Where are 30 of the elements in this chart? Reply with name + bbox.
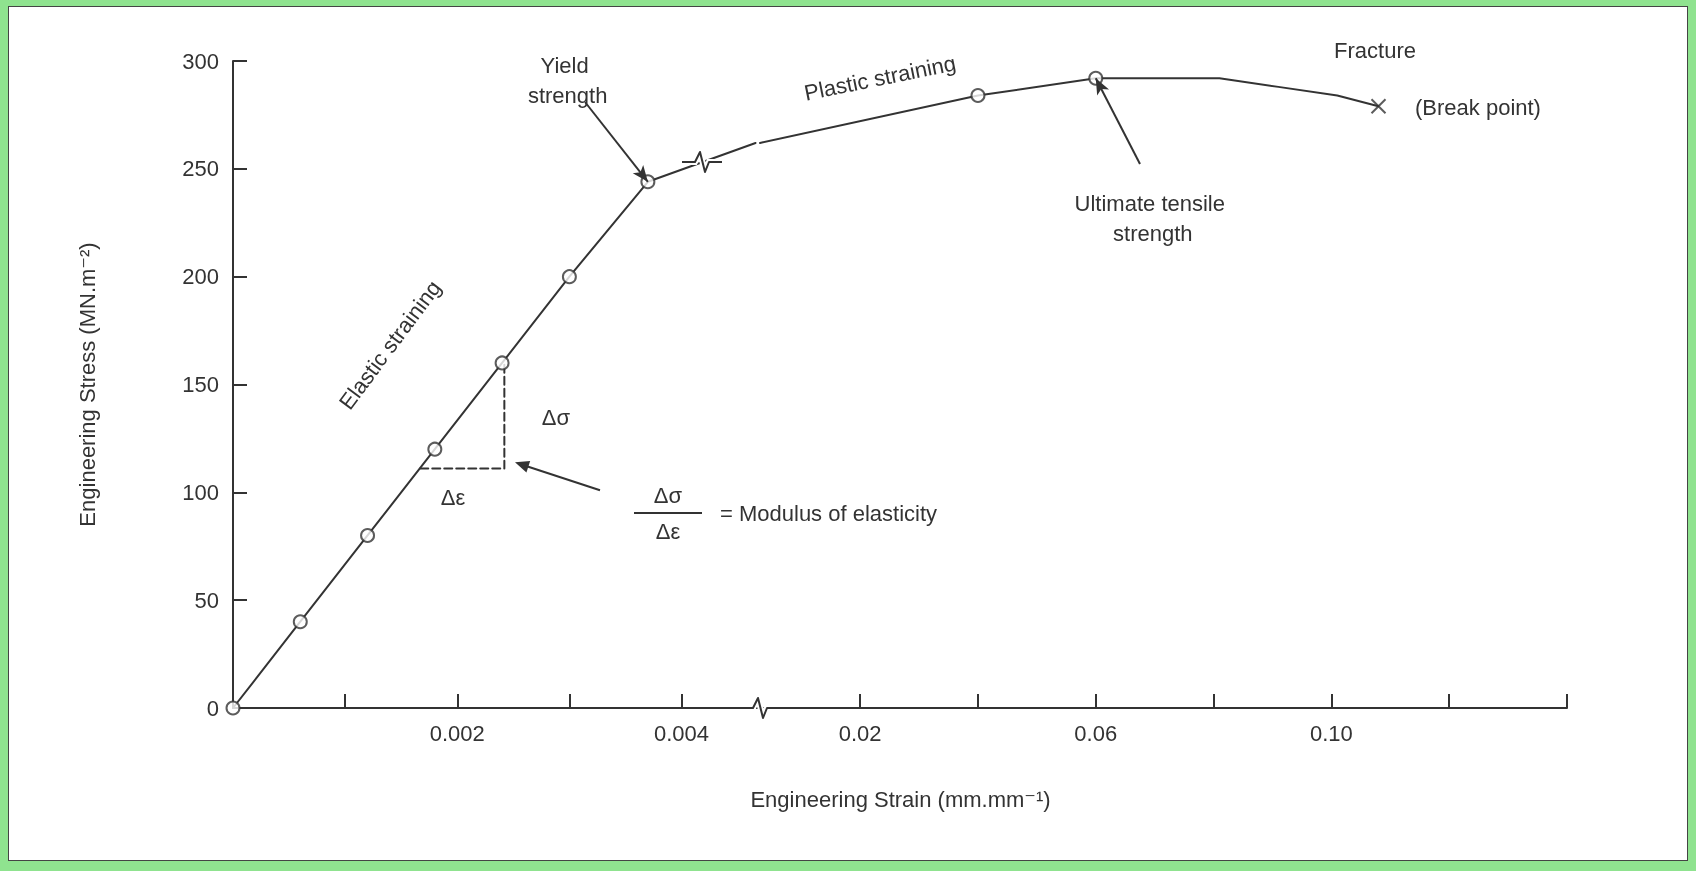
annotation: Ultimate tensile strength <box>1074 191 1232 247</box>
annotation: (Break point) <box>1415 94 1541 120</box>
y-tick-label: 150 <box>182 372 219 397</box>
annotation: Δε <box>655 518 681 544</box>
y-tick-label: 0 <box>206 695 219 721</box>
x-tick-label: 0.06 <box>1074 720 1118 746</box>
y-tick-label: 100 <box>182 479 219 505</box>
x-tick-label: 0.02 <box>838 720 882 746</box>
point <box>494 355 510 371</box>
annotation: Yield strength <box>527 52 608 108</box>
y-tick-label: 250 <box>182 156 219 182</box>
y-axis-title: Engineering Stress (MN.m⁻²) <box>74 242 100 527</box>
y-tick-label: 200 <box>182 264 219 290</box>
annotation: = Modulus of elasticity <box>720 500 938 526</box>
annotation: Fracture <box>1334 37 1416 63</box>
annotation: Δε <box>440 484 466 510</box>
x-tick-label: 0.004 <box>653 720 710 746</box>
annotation: Plastic straining <box>802 50 958 106</box>
annotation: Δσ <box>653 482 683 508</box>
x-tick-label: 0.10 <box>1309 720 1353 746</box>
point <box>427 441 443 457</box>
point <box>225 700 241 716</box>
point <box>561 269 577 285</box>
y-tick-label: 50 <box>194 587 219 613</box>
y-tick-label: 300 <box>182 48 219 74</box>
x-tick-label: 0.002 <box>429 720 485 746</box>
annotation: Δσ <box>541 404 571 430</box>
x-axis-title: Engineering Strain (mm.mm⁻¹) <box>750 786 1051 812</box>
point <box>360 527 376 543</box>
point <box>292 614 308 630</box>
